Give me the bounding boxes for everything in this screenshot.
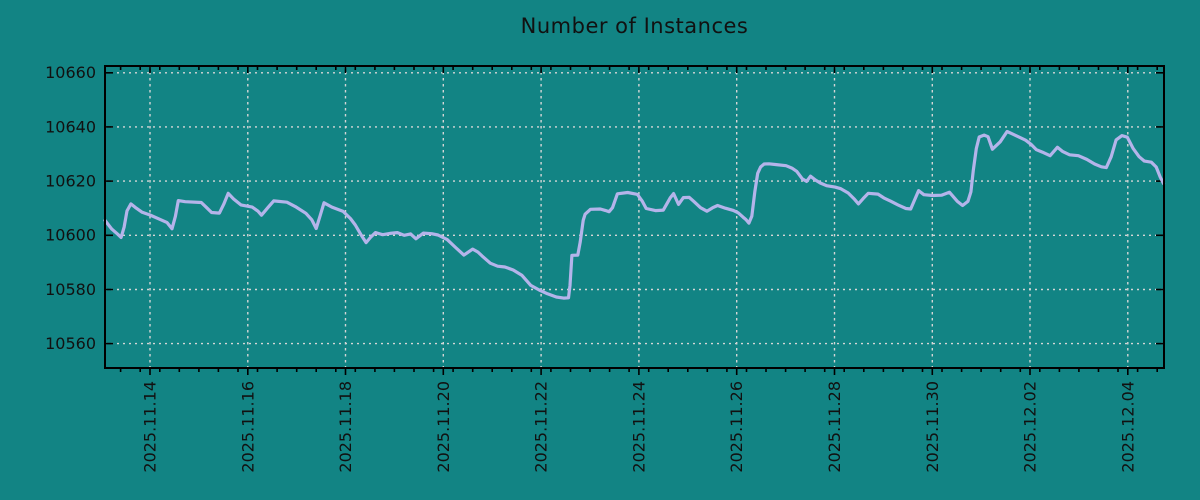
x-tick-label: 2025.11.16 <box>238 381 257 473</box>
x-tick-label: 2025.11.28 <box>825 381 844 473</box>
x-tick-label: 2025.11.14 <box>141 381 160 473</box>
x-tick-label: 2025.11.24 <box>629 381 648 473</box>
y-tick-label: 10560 <box>45 334 96 353</box>
x-tick-label: 2025.12.04 <box>1118 381 1137 473</box>
x-tick-label: 2025.11.20 <box>434 381 453 473</box>
x-tick-label: 2025.11.22 <box>532 381 551 473</box>
y-tick-label: 10600 <box>45 226 96 245</box>
chart-title: Number of Instances <box>520 14 749 38</box>
data-line <box>103 129 1166 300</box>
y-tick-label: 10660 <box>45 63 96 82</box>
x-tick-label: 2025.12.02 <box>1021 381 1040 473</box>
y-axis: 10560 10580 10600 10620 10640 10660 <box>45 63 1164 353</box>
plot-border <box>104 65 1165 369</box>
y-tick-label: 10640 <box>45 117 96 136</box>
x-tick-label: 2025.11.30 <box>923 381 942 473</box>
y-tick-label: 10620 <box>45 172 96 191</box>
x-tick-label: 2025.11.26 <box>727 381 746 473</box>
y-tick-label: 10580 <box>45 280 96 299</box>
x-tick-label: 2025.11.18 <box>336 381 355 473</box>
x-axis: 2025.11.14 2025.11.16 2025.11.18 2025.11.20… <box>119 66 1158 473</box>
